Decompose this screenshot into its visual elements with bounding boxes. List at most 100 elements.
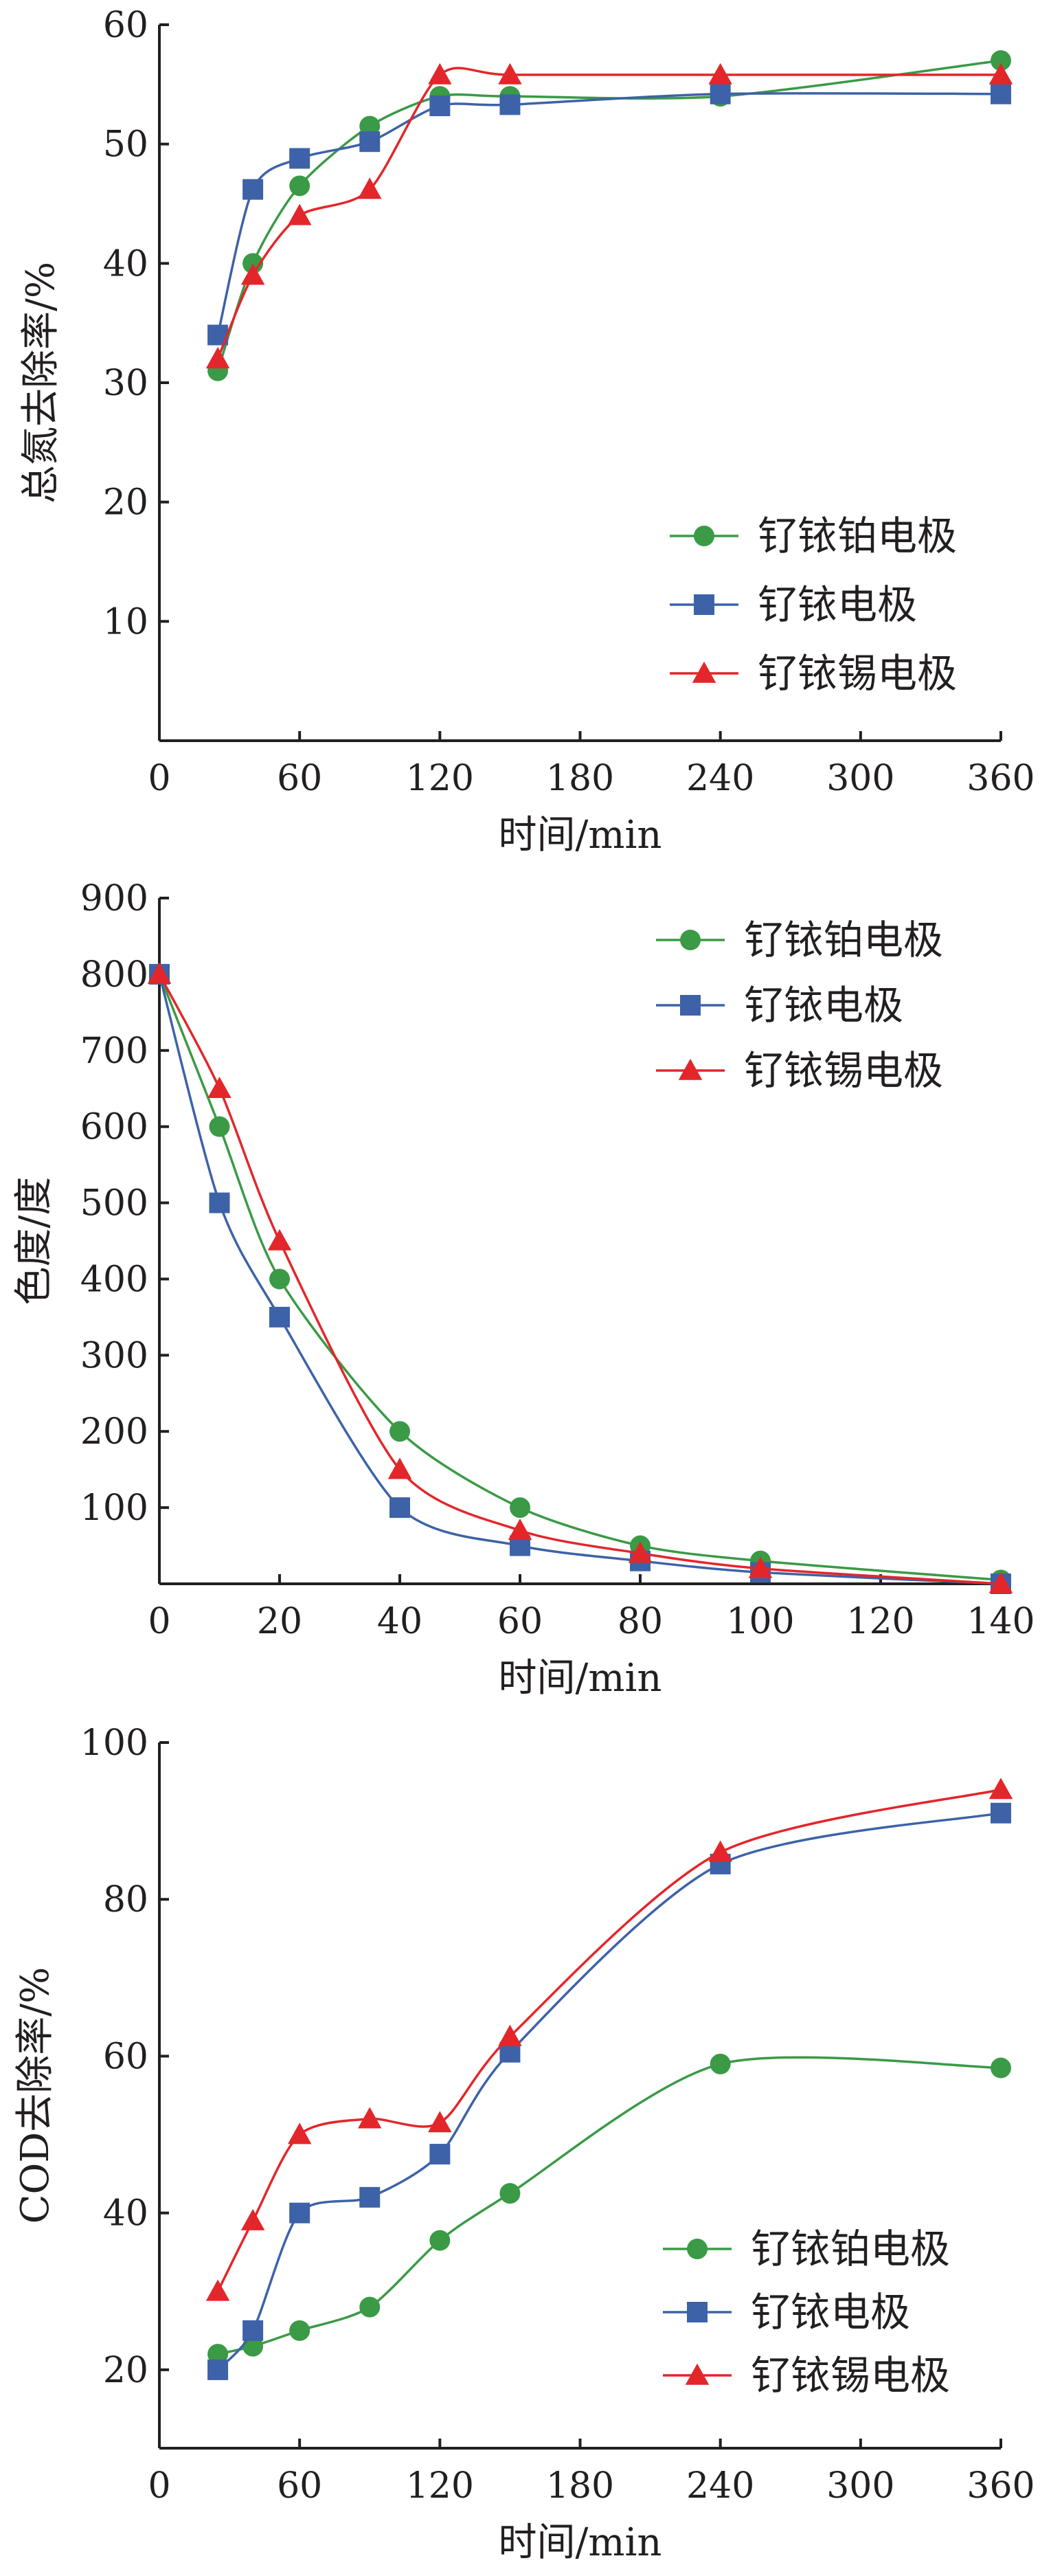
x-axis-title: 时间/min: [499, 1656, 662, 1701]
y-tick-label: 300: [80, 1335, 148, 1376]
data-point-triangle: [240, 2208, 265, 2230]
data-point-triangle: [988, 1571, 1013, 1593]
legend-label: 钌铱电极: [744, 982, 903, 1029]
data-point-triangle: [267, 1229, 292, 1251]
data-point-square: [209, 1192, 230, 1213]
data-point-triangle: [708, 1840, 732, 1862]
legend-label: 钌铱电极: [751, 2289, 910, 2336]
data-point-square: [242, 2320, 264, 2341]
y-tick-label: 40: [103, 243, 148, 284]
data-point-square: [389, 1497, 410, 1519]
data-point-triangle: [358, 2107, 382, 2129]
series-line: [216, 59, 1002, 372]
data-point-circle: [269, 1268, 290, 1290]
data-point-circle: [207, 2344, 229, 2365]
legend-marker-square: [680, 995, 701, 1016]
legend-label: 钌铱铂电极: [758, 513, 957, 559]
x-tick-label: 20: [257, 1601, 302, 1642]
data-point-circle: [991, 2057, 1011, 2079]
y-tick-label: 800: [80, 954, 148, 996]
data-point-triangle: [748, 1556, 773, 1578]
data-point-triangle: [428, 2111, 452, 2133]
legend-marker-circle: [687, 2239, 708, 2259]
data-point-circle: [710, 2053, 731, 2074]
x-tick-label: 140: [966, 1601, 1035, 1642]
y-tick-label: 30: [103, 363, 148, 404]
x-tick-label: 300: [826, 2465, 894, 2507]
data-point-triangle: [428, 63, 452, 85]
data-point-triangle: [498, 2024, 522, 2046]
legend-marker-circle: [694, 526, 714, 546]
x-tick-label: 0: [148, 2465, 170, 2507]
data-point-square: [269, 1306, 290, 1328]
legend-label: 钌铱锡电极: [758, 650, 957, 697]
y-tick-label: 20: [103, 482, 148, 524]
series-line: [216, 67, 1001, 359]
data-point-triangle: [988, 1778, 1013, 1800]
x-tick-label: 360: [966, 2465, 1035, 2507]
data-point-square: [359, 2186, 381, 2208]
chart-1: 0 60 120 180 240 300 360 10 20 30 40 50 60 时间/min 总氮去除…: [19, 5, 1035, 858]
y-tick-label: 200: [80, 1411, 148, 1453]
data-point-triangle: [498, 63, 522, 85]
data-point-circle: [359, 115, 381, 137]
y-axis-title: 色度/度: [12, 1177, 56, 1306]
x-axis-title: 时间/min: [499, 813, 662, 858]
y-tick-label: 60: [103, 5, 148, 46]
y-tick-label: 50: [103, 124, 148, 166]
x-tick-label: 80: [618, 1601, 663, 1642]
data-point-square: [429, 2144, 451, 2165]
chart-3: 0 60 120 180 240 300 360 20 40 60 80 100 时间/min COD去除…: [13, 1723, 1035, 2565]
x-tick-label: 240: [686, 2465, 754, 2507]
y-tick-label: 40: [103, 2193, 148, 2235]
data-point-triangle: [207, 1076, 231, 1099]
legend-marker-triangle: [678, 1058, 703, 1080]
x-axis-title: 时间/min: [499, 2520, 662, 2565]
y-axis-title: COD去除率/%: [13, 1967, 58, 2224]
legend-label: 钌铱铂电极: [744, 917, 943, 963]
x-tick-label: 180: [546, 758, 614, 799]
legend-label: 钌铱铂电极: [751, 2226, 950, 2272]
y-tick-label: 500: [80, 1183, 148, 1224]
y-tick-label: 100: [80, 1723, 148, 1764]
data-point-triangle: [387, 1457, 412, 1479]
data-point-square: [207, 2359, 229, 2380]
y-tick-label: 600: [80, 1107, 148, 1148]
data-point-triangle: [287, 2123, 312, 2144]
legend-label: 钌铱锡电极: [744, 1047, 943, 1094]
x-tick-label: 120: [406, 2465, 474, 2507]
data-point-square: [289, 2202, 310, 2224]
data-point-circle: [499, 2183, 521, 2204]
data-point-circle: [359, 2296, 381, 2318]
x-tick-label: 60: [277, 2465, 322, 2507]
chart-2: 0 20 40 60 80 100 120 140 100 200 300 400 500 600 700 8…: [12, 878, 1035, 1701]
x-tick-label: 120: [846, 1601, 914, 1642]
x-tick-label: 40: [377, 1601, 422, 1642]
data-point-square: [710, 83, 731, 104]
y-tick-label: 60: [103, 2036, 148, 2077]
legend-marker-triangle: [692, 661, 716, 683]
data-point-triangle: [508, 1519, 532, 1541]
data-point-circle: [289, 175, 310, 197]
data-point-circle: [991, 50, 1011, 71]
x-tick-label: 100: [726, 1601, 794, 1642]
x-tick-label: 0: [148, 1601, 170, 1642]
data-point-square: [991, 83, 1011, 104]
data-point-circle: [209, 1116, 230, 1137]
series-line: [216, 92, 1002, 335]
data-point-square: [991, 1802, 1011, 1824]
data-point-triangle: [205, 347, 230, 369]
series-line: [216, 1788, 1002, 2292]
data-point-circle: [429, 2230, 451, 2251]
x-tick-label: 180: [546, 2465, 614, 2507]
data-point-triangle: [287, 203, 312, 225]
legend-marker-circle: [680, 930, 701, 950]
series-line: [216, 1811, 1002, 2371]
series-line: [217, 2056, 1002, 2355]
legend-marker-square: [687, 2302, 708, 2322]
data-point-triangle: [205, 2279, 230, 2301]
x-tick-label: 60: [497, 1601, 543, 1642]
